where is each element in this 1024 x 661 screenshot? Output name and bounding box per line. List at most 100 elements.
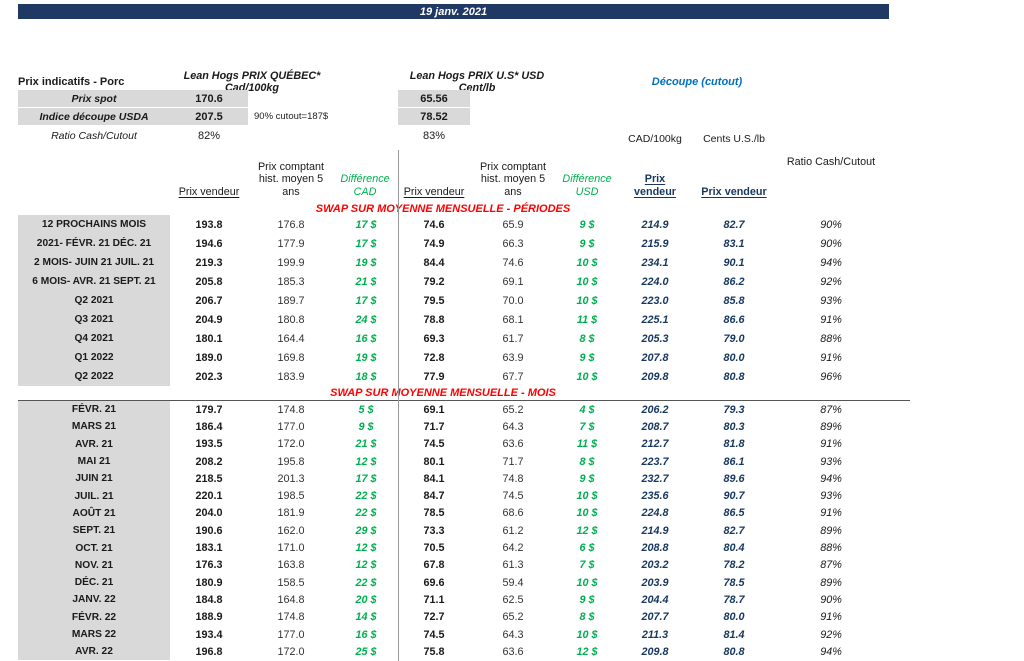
ratio-label: Ratio Cash/Cutout [51,130,137,142]
prix-vendeur-cad: 183.1 [195,542,223,555]
hist-cad: 164.8 [277,593,305,606]
hist-usd: 64.2 [502,542,524,555]
row-label: FÉVR. 21 [18,401,170,419]
spot-label: Prix spot [18,90,170,107]
hist-usd: 61.2 [502,524,524,537]
diff-usd: 10 $ [576,576,598,589]
hist-usd: 63.6 [502,438,524,451]
row-label: NOV. 21 [18,556,170,574]
col-header-ratio: Ratio Cash/Cutout [786,156,876,168]
diff-usd: 8 $ [579,455,595,468]
date-header-bar: 19 janv. 2021 [18,4,889,19]
hist-cad: 158.5 [277,576,305,589]
ratio-cash-cutout: 88% [820,542,842,555]
diff-cad: 17 $ [355,237,377,250]
diff-usd: 10 $ [576,275,598,288]
cutout-usd-value: 86.6 [723,313,745,326]
row-label: JUIL. 21 [18,487,170,505]
cutout-title: Découpe (cutout) [651,76,743,88]
diff-cad: 24 $ [355,313,377,326]
month-row: AVR. 21 193.5 172.0 21 $ 74.5 63.6 11 $ 212.7 81… [18,435,886,453]
hist-usd: 68.6 [502,507,524,520]
row-label: AVR. 21 [18,435,170,453]
hist-cad: 199.9 [277,256,305,269]
diff-cad: 19 $ [355,351,377,364]
col-header-difference-usd: Différence USD [562,173,612,198]
cutout-usd-value: 90.7 [723,490,745,503]
prix-vendeur-usd: 84.7 [423,490,445,503]
cutout-cad-value: 208.7 [641,420,669,433]
row-label: SEPT. 21 [18,522,170,540]
diff-usd: 4 $ [579,403,595,416]
prix-vendeur-usd: 84.1 [423,472,445,485]
diff-usd: 10 $ [576,370,598,383]
prix-vendeur-cad: 189.0 [195,351,223,364]
row-label: Q2 2022 [18,367,170,386]
cutout-usd-value: 80.8 [723,645,745,658]
month-row: MARS 22 193.4 177.0 16 $ 74.5 64.3 10 $ 211.3 81… [18,625,886,644]
diff-cad: 29 $ [355,524,377,537]
cutout-cad-value: 214.9 [641,218,669,231]
cutout-cad-value: 206.2 [641,403,669,416]
cutout-usd-value: 79.3 [723,403,745,416]
hist-usd: 61.3 [502,559,524,572]
hist-cad: 163.8 [277,559,305,572]
prix-vendeur-usd: 69.3 [423,332,445,345]
prix-vendeur-cad: 180.9 [195,576,223,589]
prix-vendeur-usd: 74.9 [423,237,445,250]
hist-cad: 174.8 [277,403,305,416]
ratio-cad-value: 82% [197,130,221,142]
prix-vendeur-usd: 72.7 [423,611,445,624]
diff-usd: 10 $ [576,256,598,269]
prix-vendeur-cad: 204.0 [195,507,223,520]
prix-vendeur-usd: 79.5 [423,294,445,307]
hist-usd: 65.2 [502,611,524,624]
prix-vendeur-usd: 72.8 [423,351,445,364]
prix-vendeur-cad: 205.8 [195,275,223,288]
row-label: 12 PROCHAINS MOIS [18,215,170,234]
diff-cad: 22 $ [355,490,377,503]
ratio-cash-cutout: 91% [820,438,842,451]
cad-usd-divider-line [398,150,399,661]
month-row: MARS 21 186.4 177.0 9 $ 71.7 64.3 7 $ 208.7 80.3… [18,418,886,436]
spot-price-row: Prix spot 170.6 65.56 [18,90,886,107]
diff-cad: 16 $ [355,332,377,345]
report-date: 19 janv. 2021 [419,5,488,18]
ratio-cash-cutout: 91% [820,507,842,520]
diff-cad: 12 $ [355,542,377,555]
ratio-cash-cutout: 94% [820,472,842,485]
month-row: JANV. 22 184.8 164.8 20 $ 71.1 62.5 9 $ 204.4 78… [18,591,886,609]
period-row: 2021- FÉVR. 21 DÉC. 21 194.6 177.9 17 $ 74.9… [18,234,886,253]
row-label: AOÛT 21 [18,504,170,523]
hist-cad: 198.5 [277,490,305,503]
diff-usd: 7 $ [579,559,595,572]
ratio-cash-cutout: 89% [820,420,842,433]
row-label: DÉC. 21 [18,573,170,592]
cutout-cad-value: 214.9 [641,524,669,537]
hist-cad: 201.3 [277,472,305,485]
diff-cad: 21 $ [355,438,377,451]
cutout-usd-value: 80.0 [723,611,745,624]
row-label: 2 MOIS- JUIN 21 JUIL. 21 [18,253,170,272]
hist-usd: 69.1 [502,275,524,288]
diff-cad: 14 $ [355,611,377,624]
row-label: Q3 2021 [18,310,170,329]
col-header-cutout-usd: Prix vendeur [701,185,767,198]
col-header-prix-vendeur-cad: Prix vendeur [178,185,240,198]
row-label: Q4 2021 [18,329,170,348]
month-row: FÉVR. 22 188.9 174.8 14 $ 72.7 65.2 8 $ 207.7 80… [18,608,886,626]
prix-vendeur-usd: 78.5 [423,507,445,520]
hist-usd: 74.8 [502,472,524,485]
row-label: JANV. 22 [18,591,170,609]
cutout-usd-value: 86.1 [723,455,745,468]
prix-vendeur-usd: 79.2 [423,275,445,288]
cutout-cad-value: 232.7 [641,472,669,485]
period-row: Q4 2021 180.1 164.4 16 $ 69.3 61.7 8 $ 205.3 79.… [18,329,886,348]
month-row: FÉVR. 21 179.7 174.8 5 $ 69.1 65.2 4 $ 206.2 79.… [18,401,886,419]
col-header-prix-vendeur-usd: Prix vendeur [403,185,465,198]
diff-usd: 8 $ [579,332,595,345]
prix-vendeur-cad: 204.9 [195,313,223,326]
cutout-cad-value: 224.8 [641,507,669,520]
month-row: OCT. 21 183.1 171.0 12 $ 70.5 64.2 6 $ 208.8 80.… [18,539,886,557]
month-row: AVR. 22 196.8 172.0 25 $ 75.8 63.6 12 $ 209.8 80… [18,643,886,661]
